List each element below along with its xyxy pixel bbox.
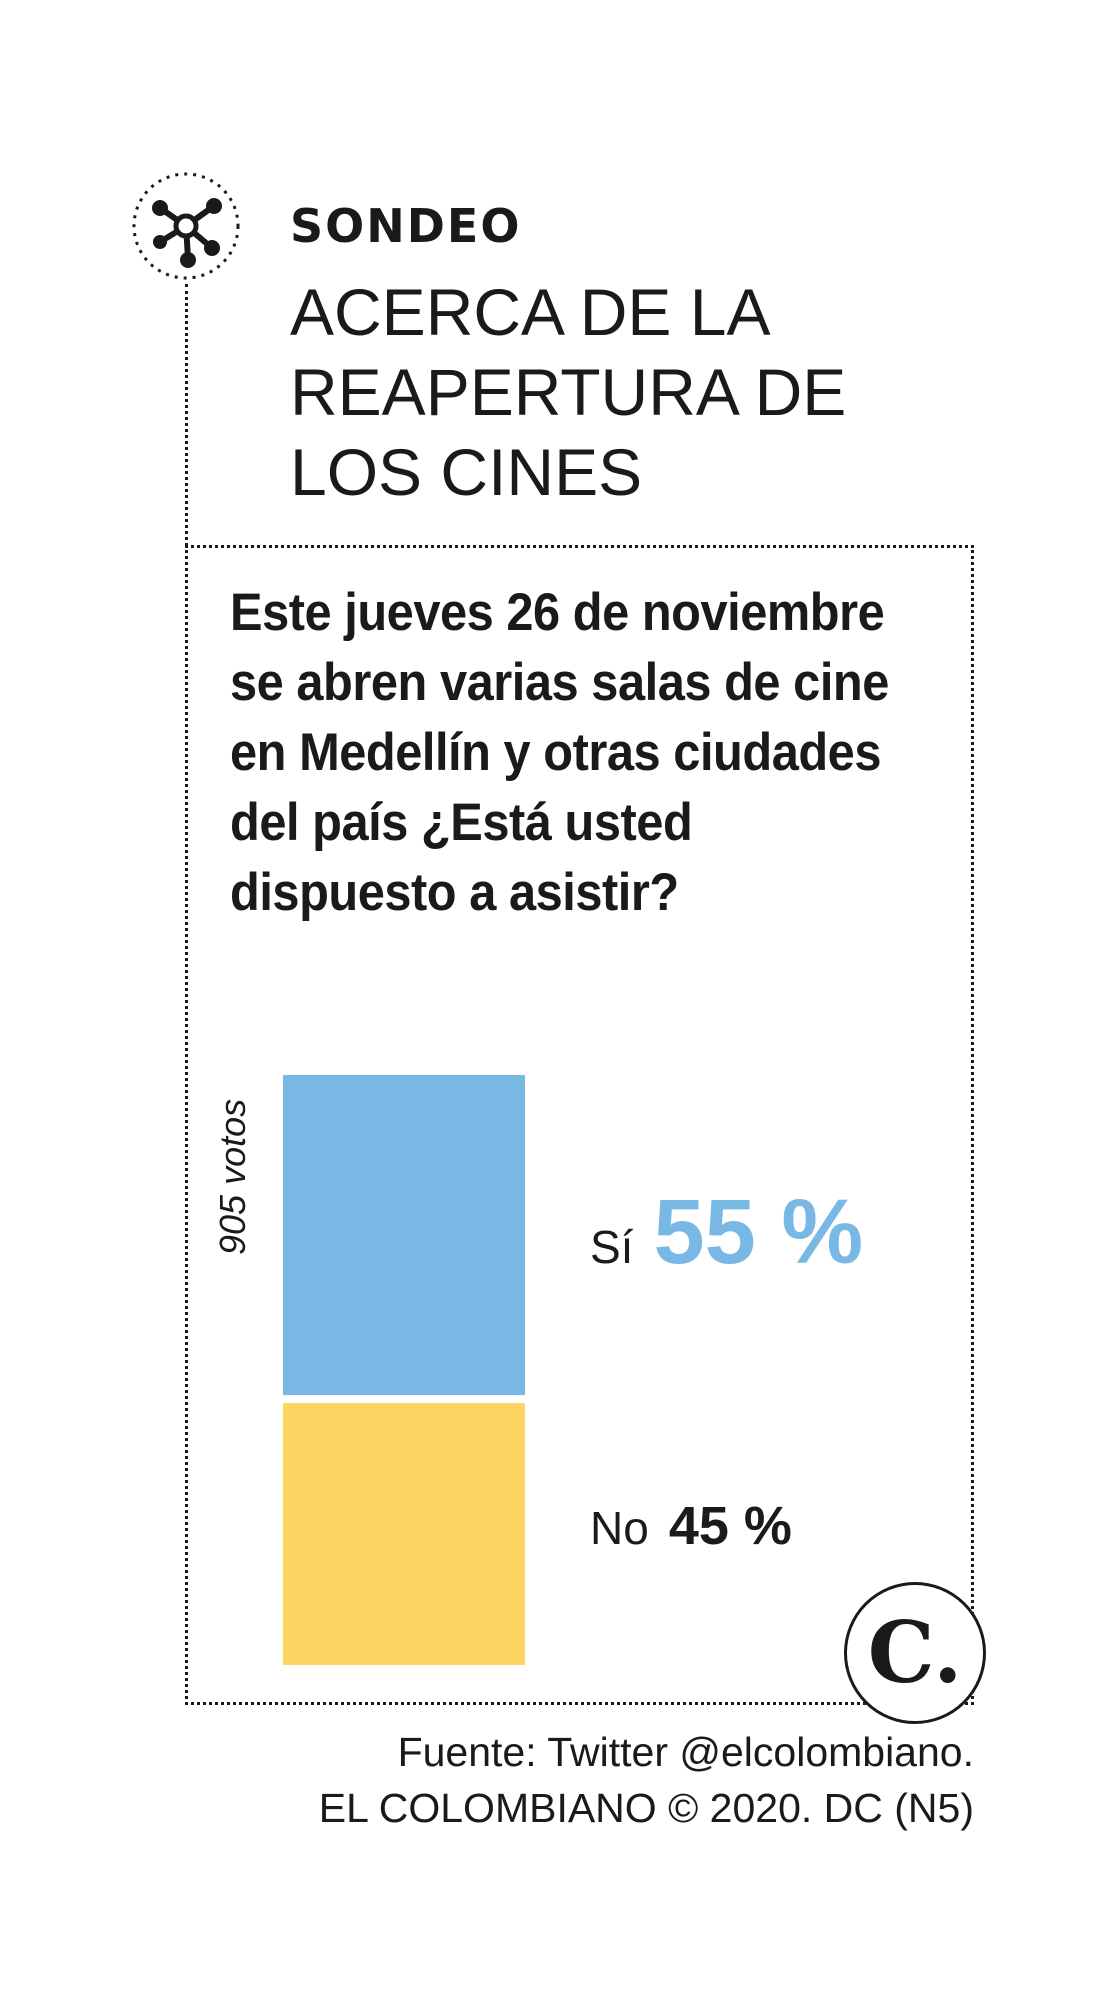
bar-segment-no — [283, 1403, 525, 1665]
section-kicker: SONDEO — [290, 199, 522, 253]
label-row-si: Sí 55 % — [590, 1180, 863, 1285]
dotted-connector-line — [185, 284, 188, 546]
network-node-icon — [130, 170, 242, 282]
source-footer: Fuente: Twitter @elcolombiano. EL COLOMB… — [319, 1724, 974, 1836]
el-colombiano-logo: C. — [844, 1582, 986, 1724]
category-label-si: Sí — [590, 1221, 634, 1273]
category-label-no: No — [590, 1502, 649, 1554]
chart-title: ACERCA DE LA REAPERTURA DE LOS CINES — [290, 275, 847, 509]
source-text: Fuente: Twitter @elcolombiano. — [397, 1729, 974, 1775]
bar-segment-si — [283, 1075, 525, 1396]
value-label-si: 55 % — [653, 1181, 864, 1283]
label-row-no: No 45 % — [590, 1495, 792, 1557]
poll-question: Este jueves 26 de noviembre se abren var… — [230, 583, 889, 922]
credit-text: EL COLOMBIANO © 2020. DC (N5) — [318, 1785, 974, 1831]
poll-box — [185, 545, 974, 1705]
value-label-no: 45 % — [668, 1496, 792, 1556]
votes-count-label: 905 votos — [212, 1098, 253, 1255]
stacked-bar-chart — [283, 1075, 525, 1665]
